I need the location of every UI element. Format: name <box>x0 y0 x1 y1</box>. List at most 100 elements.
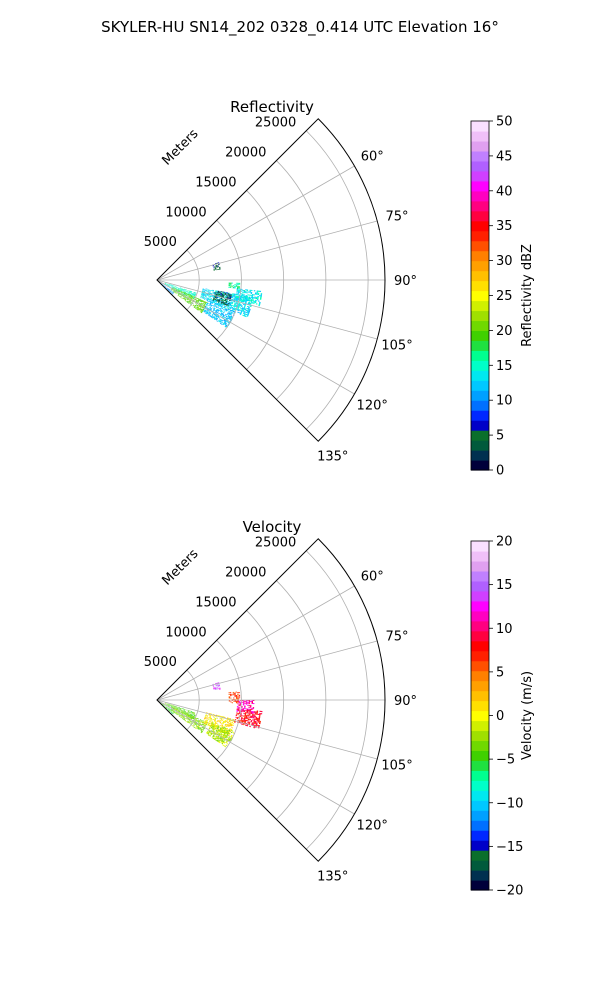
colorbar-swatch <box>471 740 489 751</box>
data-cell <box>196 720 198 722</box>
data-cell <box>191 715 194 717</box>
data-cell <box>214 318 216 321</box>
data-cell <box>173 290 176 292</box>
data-cell <box>189 720 191 722</box>
data-cell <box>211 292 214 294</box>
data-cell <box>195 726 197 729</box>
data-cell <box>244 304 247 306</box>
data-cell <box>164 283 166 285</box>
data-cell <box>242 715 245 717</box>
data-cell <box>209 307 211 309</box>
data-cell <box>203 727 205 729</box>
data-cell <box>200 295 203 297</box>
data-cell <box>254 721 257 724</box>
r-tick-label: 15000 <box>195 595 236 610</box>
data-cell <box>228 736 231 738</box>
data-cell <box>166 708 168 710</box>
data-cell <box>171 286 173 288</box>
data-cell <box>201 721 204 723</box>
data-cell <box>184 711 187 712</box>
data-cell <box>241 717 243 719</box>
data-cell <box>217 730 219 732</box>
data-cell <box>168 284 171 286</box>
data-cell <box>251 297 253 299</box>
data-cell <box>205 294 208 295</box>
data-cell <box>216 731 219 733</box>
data-cell <box>170 705 172 707</box>
data-cell <box>231 285 233 287</box>
data-cell <box>215 294 218 296</box>
data-cell <box>176 708 178 710</box>
data-cell <box>250 302 252 305</box>
data-cell <box>182 290 184 292</box>
data-cell <box>206 294 209 296</box>
data-cell <box>227 729 230 731</box>
data-cell <box>198 722 200 724</box>
colorbar-swatch <box>471 850 489 861</box>
data-cell <box>175 707 177 709</box>
data-cell <box>194 719 197 721</box>
data-cell <box>202 290 204 292</box>
data-cell <box>182 710 184 712</box>
data-cell <box>228 312 231 315</box>
data-cell <box>219 729 222 731</box>
data-cell <box>227 296 229 298</box>
data-cell <box>250 711 253 713</box>
data-cell <box>198 721 201 723</box>
r-tick-label: 10000 <box>165 625 206 640</box>
data-cell <box>206 300 208 302</box>
data-cell <box>220 304 222 306</box>
data-cell <box>170 289 172 291</box>
data-cell <box>195 308 198 310</box>
data-cell <box>188 290 190 292</box>
data-cell <box>220 305 223 308</box>
data-cell <box>204 721 206 723</box>
data-cell <box>197 720 199 722</box>
data-cell <box>167 704 169 705</box>
data-cell <box>214 297 217 299</box>
data-cell <box>204 309 207 311</box>
data-cell <box>213 736 216 738</box>
data-cell <box>216 303 218 305</box>
data-cell <box>183 296 185 298</box>
data-cell <box>248 306 250 308</box>
data-cell <box>177 294 180 296</box>
data-cell <box>164 703 167 704</box>
data-cell <box>210 308 212 310</box>
data-cell <box>221 304 224 306</box>
data-cell <box>187 714 190 716</box>
data-cell <box>242 309 245 311</box>
data-cell <box>193 712 195 714</box>
data-cell <box>210 305 212 307</box>
data-cell <box>252 712 254 714</box>
data-cell <box>244 715 246 717</box>
data-cell <box>168 708 171 709</box>
data-cell <box>210 733 212 736</box>
data-cell <box>162 704 164 706</box>
data-cell <box>197 726 199 728</box>
data-cell <box>184 297 186 299</box>
data-cell <box>205 722 207 724</box>
data-cell <box>210 301 212 303</box>
data-cell <box>218 319 220 322</box>
data-cell <box>205 310 208 313</box>
data-cell <box>219 268 221 270</box>
data-cell <box>217 309 220 312</box>
data-cell <box>230 294 232 296</box>
data-cell <box>238 302 241 304</box>
data-cell <box>192 298 194 300</box>
data-cell <box>185 293 187 295</box>
data-cell <box>189 303 191 305</box>
data-cell <box>178 290 181 291</box>
data-cell <box>189 291 191 293</box>
data-cell <box>182 298 184 300</box>
data-cell <box>182 711 185 713</box>
data-cell <box>203 304 205 306</box>
data-cell <box>164 706 166 708</box>
data-cell <box>254 716 256 718</box>
data-cell <box>217 265 219 267</box>
data-cell <box>182 718 184 720</box>
data-cell <box>199 305 202 307</box>
data-cell <box>217 315 220 318</box>
data-cell <box>184 291 186 293</box>
